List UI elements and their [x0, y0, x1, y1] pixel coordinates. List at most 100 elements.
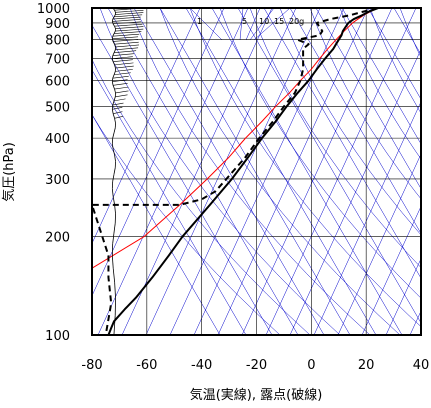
- mixing-ratio-line-4: [253, 8, 291, 41]
- y-tick-label: 200: [45, 231, 70, 246]
- dry-adiabat-line: [92, 69, 247, 335]
- isotherm-line: [217, 8, 369, 335]
- x-tick-label: 20: [358, 358, 375, 373]
- wind-barb: [114, 72, 131, 76]
- wind-staff: [111, 38, 114, 42]
- wind-staff: [112, 33, 115, 37]
- isotherm-line: [289, 48, 421, 335]
- wind-staff: [114, 282, 116, 298]
- isotherm-line: [97, 8, 249, 335]
- wind-barb: [114, 41, 139, 45]
- isotherm-line: [337, 153, 421, 335]
- wind-staff: [112, 149, 115, 156]
- wind-barb: [115, 47, 139, 51]
- dry-adiabat-line: [107, 8, 299, 335]
- wind-staff: [114, 25, 116, 29]
- wind-staff: [112, 16, 115, 20]
- y-tick-label: 600: [45, 75, 70, 90]
- wind-barb: [114, 50, 137, 53]
- plot-frame: [91, 7, 422, 336]
- wind-staff: [112, 41, 115, 45]
- y-tick-label: 100: [45, 329, 70, 344]
- moist-adiabat-line: [219, 8, 421, 299]
- wind-staff: [111, 58, 114, 62]
- temperature-line: [107, 8, 379, 335]
- wind-barb: [113, 111, 123, 115]
- wind-staff: [111, 143, 114, 150]
- wind-barb: [112, 53, 135, 56]
- wind-barb: [112, 75, 129, 79]
- x-tick-label: -40: [191, 358, 212, 373]
- wind-staff: [112, 100, 115, 106]
- grid-lines: [91, 7, 422, 336]
- moist-adiabat-line: [92, 114, 281, 335]
- wind-staff: [111, 81, 114, 86]
- wind-barb: [112, 16, 141, 20]
- y-tick-label: 900: [45, 17, 70, 32]
- dry-adiabat-line: [341, 8, 421, 145]
- dry-adiabat-line: [133, 8, 325, 335]
- wind-barb: [114, 23, 143, 27]
- isotherm-line: [241, 8, 393, 335]
- wind-staff: [114, 64, 116, 69]
- y-tick-label: 1000: [37, 2, 70, 17]
- wind-barb: [115, 90, 129, 94]
- x-tick-label: 40: [413, 358, 430, 373]
- wind-staff: [113, 127, 116, 133]
- wind-staff: [112, 74, 115, 79]
- x-axis-ticks: -80 -60 -40 -20 0 20 40: [81, 358, 429, 373]
- y-tick-label: 500: [45, 100, 70, 115]
- y-tick-label: 400: [45, 132, 70, 147]
- wind-staff: [113, 315, 116, 335]
- wind-barb: [112, 79, 128, 83]
- wind-staff: [114, 88, 116, 93]
- wind-staff: [114, 44, 116, 48]
- mixing-ratio-label: 1: [197, 17, 202, 26]
- moist-adiabat-line: [339, 8, 421, 160]
- wind-staff: [112, 52, 115, 56]
- wind-staff: [113, 222, 116, 234]
- wind-profile: [111, 8, 144, 335]
- dry-adiabat-line: [237, 8, 421, 324]
- dry-adiabat-line: [92, 24, 273, 335]
- x-tick-label: -20: [246, 358, 267, 373]
- wind-barb: [114, 14, 143, 18]
- x-tick-label: -60: [136, 358, 157, 373]
- dry-adiabat-line: [315, 8, 421, 190]
- moist-adiabat-line: [249, 8, 421, 269]
- isotherm-line: [313, 101, 421, 335]
- y-tick-label: 800: [45, 34, 70, 49]
- wind-barb: [112, 107, 123, 110]
- moist-adiabat-line: [189, 8, 421, 328]
- wind-staff: [113, 167, 116, 175]
- mixing-ratio-labels: 1 5 10 15 20g: [197, 17, 304, 26]
- wind-staff: [111, 21, 114, 24]
- dry-adiabat-line: [92, 114, 221, 335]
- wind-staff: [112, 23, 115, 27]
- wind-barb: [112, 33, 140, 37]
- wind-barb: [113, 83, 128, 86]
- dry-adiabat-line: [185, 8, 377, 335]
- wind-staff: [114, 204, 116, 214]
- background-lines: [92, 8, 421, 335]
- wind-staff: [112, 85, 115, 90]
- isotherm-line: [193, 8, 345, 335]
- wind-barb: [115, 12, 144, 15]
- wind-staff: [114, 9, 116, 13]
- wind-barb: [113, 59, 133, 63]
- wind-barb: [112, 19, 141, 22]
- y-axis-title: 気圧(hPa): [1, 142, 17, 202]
- series-layer: [92, 8, 379, 335]
- moist-adiabat-line: [369, 8, 421, 114]
- wind-staff: [112, 132, 115, 139]
- wind-staff: [111, 109, 114, 114]
- x-axis-title: 気温(実線), 露点(破線): [190, 387, 323, 403]
- mixing-ratio-line-1: [239, 8, 244, 41]
- wind-barb: [113, 39, 139, 42]
- isotherm-line: [385, 258, 421, 335]
- wind-barb: [115, 26, 144, 29]
- wind-barb: [112, 56, 133, 59]
- y-tick-label: 700: [45, 53, 70, 68]
